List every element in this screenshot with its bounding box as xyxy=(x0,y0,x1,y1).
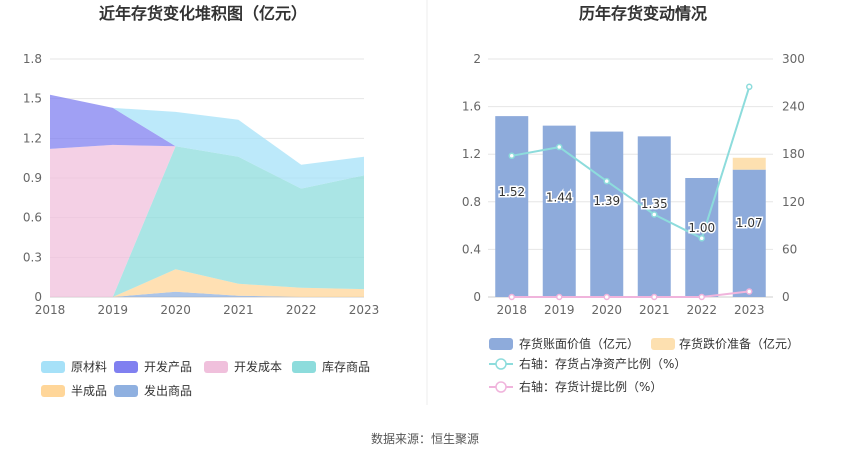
legend-label: 右轴：存货占净资产比例（%） xyxy=(519,356,686,371)
y-tick-label: 1.5 xyxy=(23,92,42,106)
y-tick-label: 0.4 xyxy=(462,242,481,256)
line-point xyxy=(556,143,563,151)
legend-swatch xyxy=(204,361,228,373)
area-series-开发产品 xyxy=(50,94,364,189)
y2-tick-label: 300 xyxy=(782,52,805,66)
left-chart-title: 近年存货变化堆积图（亿元） xyxy=(99,4,307,23)
area-series-发出商品 xyxy=(50,291,364,297)
legend-label: 存货账面价值（亿元） xyxy=(519,336,639,351)
line-point xyxy=(603,177,610,185)
legend-swatch xyxy=(114,385,138,397)
line-point xyxy=(651,211,658,218)
bar-book-value-2023 xyxy=(732,169,766,297)
legend-label: 半成品 xyxy=(71,384,107,398)
y-tick-label: 0.6 xyxy=(23,211,42,225)
legend-label: 库存商品 xyxy=(322,359,370,374)
legend-swatch xyxy=(41,361,65,373)
line-point xyxy=(603,293,610,301)
y2-tick-label: 60 xyxy=(782,242,797,256)
x-tick-label: 2021 xyxy=(223,303,254,317)
right-chart-title: 历年存货变动情况 xyxy=(579,4,707,23)
area-series-半成品 xyxy=(50,269,364,297)
bar-value-label: 1.00 xyxy=(688,221,715,235)
y-tick-label: 0.9 xyxy=(23,171,42,185)
legend-label: 右轴：存货计提比例（%） xyxy=(519,379,662,394)
x-tick-label: 2020 xyxy=(591,303,622,317)
x-tick-label: 2020 xyxy=(160,303,191,317)
legend-label: 发出商品 xyxy=(144,383,192,398)
bar-book-value-2020 xyxy=(590,131,624,297)
legend-marker xyxy=(495,358,507,370)
y-tick-label: 0.3 xyxy=(23,250,42,264)
bar-value-label: 1.52 xyxy=(498,185,525,199)
legend-label: 原材料 xyxy=(71,360,107,374)
x-tick-label: 2022 xyxy=(686,303,717,317)
x-tick-label: 2019 xyxy=(544,303,575,317)
x-tick-label: 2023 xyxy=(349,303,380,317)
data-source-note: 数据来源：恒生聚源 xyxy=(370,432,479,446)
right-chart-bar-line: 0 0.4 0.8 1.2 1.6 2 0 60 120 180 240 300 2018 2019 202… xyxy=(462,52,805,317)
y-tick-label: 0.8 xyxy=(462,195,481,209)
legend-swatch xyxy=(489,338,513,350)
line-point xyxy=(508,293,515,301)
y-tick-label: 0 xyxy=(473,290,481,304)
x-tick-label: 2022 xyxy=(286,303,317,317)
area-series-开发成本 xyxy=(50,144,364,297)
left-chart-stacked-area: 0 0.3 0.6 0.9 1.2 1.5 1.8 2018 2019 2020 2021 2022 2… xyxy=(23,52,379,317)
line-point xyxy=(556,293,563,301)
x-tick-label: 2021 xyxy=(639,303,670,317)
y2-tick-label: 0 xyxy=(782,290,790,304)
line-series-2 xyxy=(511,290,750,298)
area-series-原材料 xyxy=(50,94,364,189)
bar-value-label: 1.39 xyxy=(593,194,620,208)
legend-label: 存货跌价准备（亿元） xyxy=(679,336,799,351)
y2-tick-label: 180 xyxy=(782,147,805,161)
legend-swatch xyxy=(651,338,675,350)
x-tick-label: 2018 xyxy=(496,303,527,317)
x-tick-label: 2023 xyxy=(734,303,765,317)
y-tick-label: 2 xyxy=(473,52,481,66)
bar-value-label: 1.44 xyxy=(546,191,573,205)
y-tick-label: 1.2 xyxy=(462,147,481,161)
bar-book-value-2019 xyxy=(542,125,576,297)
x-tick-label: 2019 xyxy=(98,303,129,317)
y-tick-label: 1.6 xyxy=(462,100,481,114)
y-tick-label: 1.8 xyxy=(23,52,42,66)
y2-tick-label: 240 xyxy=(782,100,805,114)
line-point xyxy=(746,288,753,295)
legend-label: 开发成本 xyxy=(234,359,282,374)
x-tick-label: 2018 xyxy=(35,303,66,317)
line-point xyxy=(698,293,705,301)
bar-value-label: 1.07 xyxy=(736,216,763,230)
line-point xyxy=(651,293,658,301)
y-tick-label: 1.2 xyxy=(23,131,42,145)
y2-tick-label: 120 xyxy=(782,195,805,209)
legend-swatch xyxy=(292,361,316,373)
bar-value-label: 1.35 xyxy=(641,197,668,211)
line-series-1 xyxy=(511,86,751,240)
line-point xyxy=(698,235,705,242)
legend-swatch xyxy=(41,385,65,397)
bar-book-value-2018 xyxy=(495,116,529,298)
legend-marker xyxy=(495,381,507,393)
line-point xyxy=(746,83,753,91)
line-point xyxy=(508,152,515,160)
legend-swatch xyxy=(114,361,138,373)
bar-impairment-2023 xyxy=(732,157,766,170)
right-chart-legend: 存货账面价值（亿元） 存货跌价准备（亿元） 右轴：存货占净资产比例（%） 右轴：存货计… xyxy=(489,336,799,394)
y-tick-label: 0 xyxy=(34,290,42,304)
legend-label: 开发产品 xyxy=(144,359,192,374)
